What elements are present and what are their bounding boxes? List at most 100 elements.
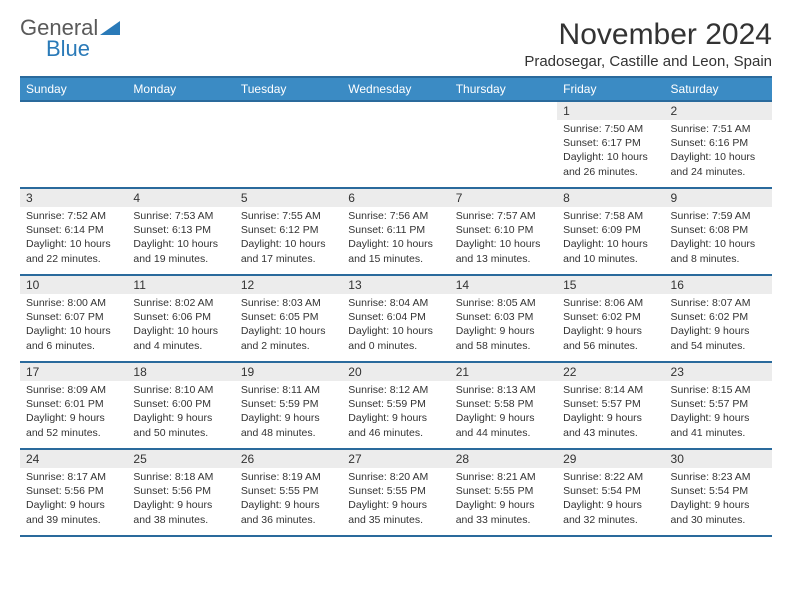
day-number: 15 xyxy=(557,275,664,294)
sunset-text: Sunset: 6:12 PM xyxy=(241,223,336,237)
day-number-row: 12 xyxy=(20,101,772,120)
day-number xyxy=(342,101,449,120)
sunset-text: Sunset: 5:59 PM xyxy=(348,397,443,411)
daylight-text: Daylight: 10 hours and 4 minutes. xyxy=(133,324,228,352)
day-content-row: Sunrise: 7:50 AMSunset: 6:17 PMDaylight:… xyxy=(20,120,772,188)
day-cell xyxy=(235,120,342,188)
daylight-text: Daylight: 10 hours and 2 minutes. xyxy=(241,324,336,352)
daylight-text: Daylight: 9 hours and 36 minutes. xyxy=(241,498,336,526)
day-cell: Sunrise: 8:13 AMSunset: 5:58 PMDaylight:… xyxy=(450,381,557,449)
logo: General Blue xyxy=(20,18,120,60)
sunset-text: Sunset: 6:01 PM xyxy=(26,397,121,411)
day-content-row: Sunrise: 8:17 AM Sunset: 5:56 PM Daylight:… xyxy=(20,468,772,536)
day-number: 25 xyxy=(127,449,234,468)
month-title: November 2024 xyxy=(524,18,772,52)
day-header-row: Sunday Monday Tuesday Wednesday Thursday… xyxy=(20,77,772,101)
day-cell: Sunrise: 7:53 AMSunset: 6:13 PMDaylight:… xyxy=(127,207,234,275)
day-cell: Sunrise: 8:04 AMSunset: 6:04 PMDaylight:… xyxy=(342,294,449,362)
day-number-row: 10111213141516 xyxy=(20,275,772,294)
sunset-text: Sunset: 6:10 PM xyxy=(456,223,551,237)
daylight-text: Daylight: 10 hours and 15 minutes. xyxy=(348,237,443,265)
day-number xyxy=(450,101,557,120)
day-header: Thursday xyxy=(450,77,557,101)
daylight-text: Daylight: 9 hours and 58 minutes. xyxy=(456,324,551,352)
sunrise-text: Sunrise: 8:09 AM xyxy=(26,383,121,397)
day-number: 30 xyxy=(665,449,772,468)
day-number-row: 24252627282930 xyxy=(20,449,772,468)
header: General Blue November 2024 Pradosegar, C… xyxy=(20,18,772,70)
sunset-text: Sunset: 6:11 PM xyxy=(348,223,443,237)
logo-triangle-icon xyxy=(100,21,120,35)
sunrise-text: Sunrise: 8:07 AM xyxy=(671,296,766,310)
sunrise-text: Sunrise: 8:02 AM xyxy=(133,296,228,310)
daylight-text: Daylight: 9 hours and 46 minutes. xyxy=(348,411,443,439)
day-cell: Sunrise: 8:15 AMSunset: 5:57 PMDaylight:… xyxy=(665,381,772,449)
sunrise-text: Sunrise: 8:18 AM xyxy=(133,470,228,484)
daylight-text: Daylight: 9 hours and 32 minutes. xyxy=(563,498,658,526)
sunset-text: Sunset: 5:54 PM xyxy=(671,484,766,498)
sunrise-text: Sunrise: 7:55 AM xyxy=(241,209,336,223)
day-number: 19 xyxy=(235,362,342,381)
day-cell: Sunrise: 8:03 AMSunset: 6:05 PMDaylight:… xyxy=(235,294,342,362)
sunset-text: Sunset: 5:55 PM xyxy=(348,484,443,498)
daylight-text: Daylight: 9 hours and 56 minutes. xyxy=(563,324,658,352)
day-cell: Sunrise: 8:06 AMSunset: 6:02 PMDaylight:… xyxy=(557,294,664,362)
day-number: 6 xyxy=(342,188,449,207)
daylight-text: Daylight: 10 hours and 26 minutes. xyxy=(563,150,658,178)
sunrise-text: Sunrise: 7:52 AM xyxy=(26,209,121,223)
daylight-text: Daylight: 9 hours and 54 minutes. xyxy=(671,324,766,352)
day-cell: Sunrise: 7:50 AMSunset: 6:17 PMDaylight:… xyxy=(557,120,664,188)
day-cell: Sunrise: 8:11 AMSunset: 5:59 PMDaylight:… xyxy=(235,381,342,449)
sunrise-text: Sunrise: 8:10 AM xyxy=(133,383,228,397)
daylight-text: Daylight: 9 hours and 30 minutes. xyxy=(671,498,766,526)
daylight-text: Daylight: 9 hours and 48 minutes. xyxy=(241,411,336,439)
daylight-text: Daylight: 9 hours and 52 minutes. xyxy=(26,411,121,439)
daylight-text: Daylight: 9 hours and 44 minutes. xyxy=(456,411,551,439)
title-block: November 2024 Pradosegar, Castille and L… xyxy=(524,18,772,70)
logo-line2: Blue xyxy=(20,39,120,60)
day-cell: Sunrise: 8:09 AMSunset: 6:01 PMDaylight:… xyxy=(20,381,127,449)
sunrise-text: Sunrise: 8:22 AM xyxy=(563,470,658,484)
daylight-text: Daylight: 10 hours and 24 minutes. xyxy=(671,150,766,178)
sunrise-text: Sunrise: 7:57 AM xyxy=(456,209,551,223)
daylight-text: Daylight: 10 hours and 17 minutes. xyxy=(241,237,336,265)
sunset-text: Sunset: 6:02 PM xyxy=(671,310,766,324)
sunset-text: Sunset: 6:05 PM xyxy=(241,310,336,324)
day-content-row: Sunrise: 8:09 AMSunset: 6:01 PMDaylight:… xyxy=(20,381,772,449)
day-number: 27 xyxy=(342,449,449,468)
daylight-text: Daylight: 10 hours and 10 minutes. xyxy=(563,237,658,265)
sunset-text: Sunset: 6:08 PM xyxy=(671,223,766,237)
daylight-text: Daylight: 9 hours and 39 minutes. xyxy=(26,498,121,526)
day-cell: Sunrise: 8:17 AMSunset: 5:56 PMDaylight:… xyxy=(20,468,127,536)
day-number: 7 xyxy=(450,188,557,207)
sunset-text: Sunset: 6:03 PM xyxy=(456,310,551,324)
day-cell: Sunrise: 7:59 AMSunset: 6:08 PMDaylight:… xyxy=(665,207,772,275)
sunrise-text: Sunrise: 7:53 AM xyxy=(133,209,228,223)
sunset-text: Sunset: 5:56 PM xyxy=(133,484,228,498)
sunset-text: Sunset: 6:16 PM xyxy=(671,136,766,150)
day-number: 22 xyxy=(557,362,664,381)
day-cell xyxy=(127,120,234,188)
sunrise-text: Sunrise: 8:17 AM xyxy=(26,470,121,484)
sunrise-text: Sunrise: 8:11 AM xyxy=(241,383,336,397)
day-cell: Sunrise: 7:57 AMSunset: 6:10 PMDaylight:… xyxy=(450,207,557,275)
day-number: 12 xyxy=(235,275,342,294)
day-cell: Sunrise: 8:00 AMSunset: 6:07 PMDaylight:… xyxy=(20,294,127,362)
day-number: 17 xyxy=(20,362,127,381)
day-number xyxy=(20,101,127,120)
day-cell: Sunrise: 7:58 AMSunset: 6:09 PMDaylight:… xyxy=(557,207,664,275)
location: Pradosegar, Castille and Leon, Spain xyxy=(524,53,772,70)
sunset-text: Sunset: 6:13 PM xyxy=(133,223,228,237)
day-cell: Sunrise: 8:14 AMSunset: 5:57 PMDaylight:… xyxy=(557,381,664,449)
sunset-text: Sunset: 5:58 PM xyxy=(456,397,551,411)
daylight-text: Daylight: 9 hours and 41 minutes. xyxy=(671,411,766,439)
sunrise-text: Sunrise: 7:56 AM xyxy=(348,209,443,223)
day-cell xyxy=(450,120,557,188)
day-cell xyxy=(342,120,449,188)
day-number: 14 xyxy=(450,275,557,294)
sunset-text: Sunset: 5:55 PM xyxy=(241,484,336,498)
sunrise-text: Sunrise: 7:59 AM xyxy=(671,209,766,223)
sunrise-text: Sunrise: 8:14 AM xyxy=(563,383,658,397)
daylight-text: Daylight: 10 hours and 13 minutes. xyxy=(456,237,551,265)
day-number-row: 17181920212223 xyxy=(20,362,772,381)
